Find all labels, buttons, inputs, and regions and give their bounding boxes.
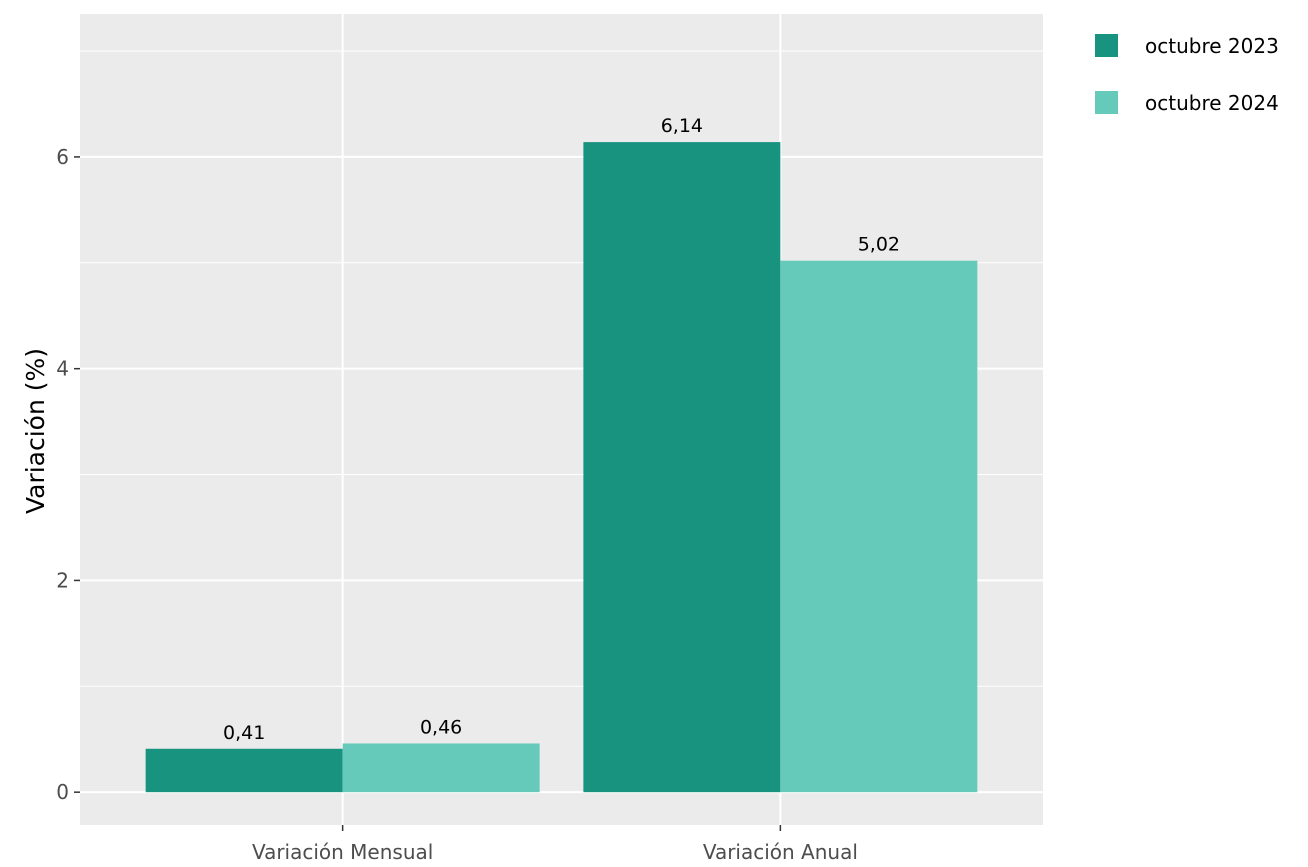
legend-swatch (1095, 91, 1118, 114)
bar (342, 743, 540, 793)
y-tick-label: 6 (56, 145, 69, 169)
data-label: 0,46 (420, 716, 462, 738)
y-tick-label: 4 (56, 357, 69, 381)
y-tick-label: 2 (56, 568, 69, 592)
legend-label: octubre 2023 (1145, 34, 1279, 58)
bar (780, 260, 978, 793)
y-tick-label: 0 (56, 780, 69, 804)
bar (145, 748, 343, 793)
legend: octubre 2023 octubre 2024 (1095, 34, 1279, 115)
bar (583, 142, 781, 793)
x-axis: Variación Mensual Variación Anual (252, 825, 858, 864)
data-label: 0,41 (223, 722, 265, 744)
data-labels: 0,41 6,14 0,46 5,02 (223, 115, 900, 744)
x-tick-label: Variación Anual (703, 840, 858, 864)
bars (145, 142, 978, 793)
data-label: 5,02 (858, 234, 900, 256)
legend-label: octubre 2024 (1145, 91, 1279, 115)
y-axis-title: Variación (%) (21, 348, 50, 514)
data-label: 6,14 (661, 115, 703, 137)
y-axis: 0 2 4 6 (56, 145, 80, 804)
x-tick-label: Variación Mensual (252, 840, 433, 864)
legend-swatch (1095, 34, 1118, 57)
